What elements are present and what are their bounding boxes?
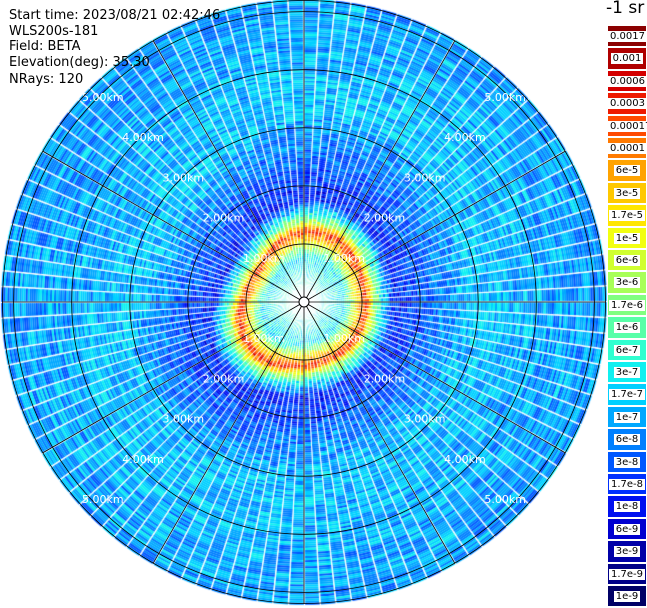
colorbar-cell: 6e-7 xyxy=(607,338,647,361)
ring-label: 1.00km xyxy=(243,332,285,345)
ring-label: 2.00km xyxy=(364,372,406,385)
colorbar-cell: 0.0006 xyxy=(607,69,647,93)
colorbar-label: 6e-7 xyxy=(613,344,641,356)
azimuth-spoke xyxy=(42,150,305,303)
field-label: Field: BETA xyxy=(9,39,81,54)
ring-label: 5.00km xyxy=(82,493,124,506)
colorbar-label: 0.0017 xyxy=(608,31,647,42)
ring-label: 3.00km xyxy=(162,413,204,426)
azimuth-spoke xyxy=(152,301,305,564)
ring-label: 2.00km xyxy=(364,212,406,225)
ring-label: 4.00km xyxy=(122,131,164,144)
colorbar-label: 3e-8 xyxy=(613,456,641,468)
ring-label: 4.00km xyxy=(444,453,486,466)
azimuth-spoke xyxy=(303,150,566,303)
colorbar-label: 1.7e-7 xyxy=(608,389,646,401)
colorbar-label: 1.7e-5 xyxy=(608,210,646,222)
colorbar-cell: 6e-6 xyxy=(607,249,647,272)
colorbar-label: 0.00017 xyxy=(608,120,647,132)
ring-label: 5.00km xyxy=(82,91,124,104)
colorbar-label: 0.0001 xyxy=(608,143,647,154)
colorbar-cell: 6e-9 xyxy=(607,517,647,541)
colorbar-cell: 3e-8 xyxy=(607,450,647,473)
colorbar-label: 1e-6 xyxy=(613,322,641,334)
ring-label: 3.00km xyxy=(162,171,204,184)
colorbar-cell: 0.0003 xyxy=(607,92,647,115)
ring-label: 5.00km xyxy=(484,493,526,506)
colorbar-cell: 1.7e-9 xyxy=(607,562,647,585)
colorbar-label: 1e-8 xyxy=(613,501,641,513)
ring-label: 5.00km xyxy=(484,91,526,104)
colorbar-label: 0.0006 xyxy=(608,75,647,87)
colorbar-cell: 0.00017 xyxy=(607,114,647,137)
azimuth-spoke xyxy=(303,40,456,303)
colorbar-cell: 1e-9 xyxy=(607,585,647,608)
colorbar-cell: 0.0017 xyxy=(607,25,647,48)
colorbar-label: 0.001 xyxy=(610,53,644,65)
instrument-label: WLS200s-181 xyxy=(9,24,99,39)
colorbar-cell: 1.7e-6 xyxy=(607,293,647,317)
colorbar-label: 6e-9 xyxy=(613,523,641,535)
colorbar-label: 1.7e-8 xyxy=(608,479,646,490)
colorbar-title: -1 sr xyxy=(606,0,645,18)
nrays-label: NRays: 120 xyxy=(9,72,84,87)
colorbar-cell: 1.7e-8 xyxy=(607,473,647,496)
colorbar-cell: 1.7e-5 xyxy=(607,204,647,227)
ring-label: 1.00km xyxy=(323,332,365,345)
colorbar-cell: 1.7e-7 xyxy=(607,383,647,406)
colorbar-label: 1e-9 xyxy=(613,591,641,602)
colorbar-label: 3e-7 xyxy=(613,367,641,378)
colorbar-label: 6e-6 xyxy=(613,255,641,266)
colorbar-label: 1.7e-9 xyxy=(608,568,646,580)
azimuth-spoke xyxy=(303,301,456,564)
colorbar-label: 0.0003 xyxy=(608,98,647,110)
colorbar-cell: 0.001 xyxy=(607,47,647,70)
lidar-site-marker xyxy=(298,296,310,308)
colorbar-cell: 0.0001 xyxy=(607,137,647,160)
colorbar-cell: 3e-5 xyxy=(607,181,647,205)
colorbar-label: 3e-5 xyxy=(613,187,641,199)
colorbar-cell: 1e-5 xyxy=(607,226,647,249)
colorbar-label: 1.7e-6 xyxy=(608,299,646,311)
ring-label: 3.00km xyxy=(404,413,446,426)
ring-label: 4.00km xyxy=(122,453,164,466)
azimuth-spoke xyxy=(152,40,305,303)
colorbar-cell: 6e-5 xyxy=(607,159,647,182)
ring-label: 2.00km xyxy=(203,372,245,385)
colorbar-label: 3e-6 xyxy=(613,277,641,289)
colorbar-label: 1e-7 xyxy=(613,411,641,423)
azimuth-spoke xyxy=(303,301,566,454)
ring-label: 1.00km xyxy=(243,252,285,265)
colorbar-cell: 1e-7 xyxy=(607,405,647,429)
colorbar-cell: 6e-8 xyxy=(607,428,647,451)
colorbar-cell: 1e-6 xyxy=(607,316,647,339)
ring-label: 1.00km xyxy=(323,252,365,265)
ring-label: 4.00km xyxy=(444,131,486,144)
start-time-label: Start time: 2023/08/21 02:42:46 xyxy=(9,8,221,23)
colorbar-label: 3e-9 xyxy=(613,546,641,558)
colorbar-label: 6e-8 xyxy=(613,434,641,446)
colorbar-cell: 1e-8 xyxy=(607,495,647,518)
colorbar-label: 1e-5 xyxy=(613,232,641,244)
elevation-label: Elevation(deg): 35.30 xyxy=(9,55,150,70)
ring-label: 2.00km xyxy=(203,212,245,225)
azimuth-spoke xyxy=(42,301,305,454)
colorbar-cell: 3e-7 xyxy=(607,361,647,384)
colorbar-cell: 3e-6 xyxy=(607,271,647,294)
colorbar-cell: 3e-9 xyxy=(607,540,647,563)
colorbar-label: 6e-5 xyxy=(613,165,641,177)
ring-label: 3.00km xyxy=(404,171,446,184)
